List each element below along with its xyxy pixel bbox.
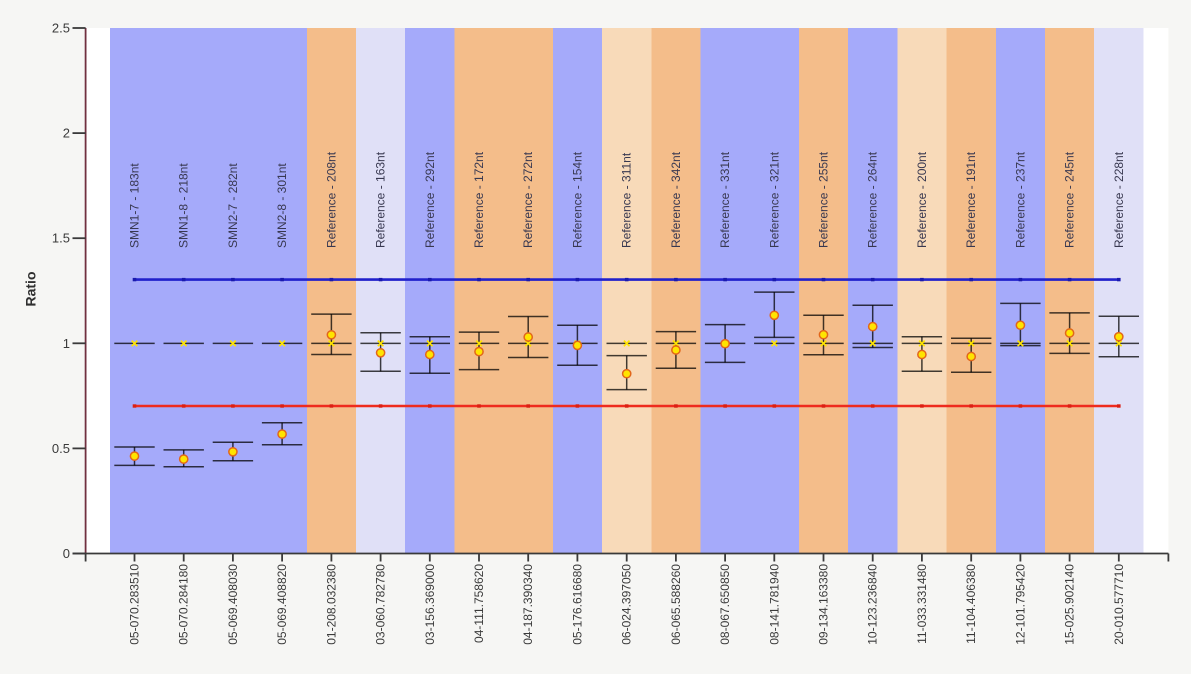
svg-text:1: 1 bbox=[63, 336, 70, 351]
svg-text:Reference - 264nt: Reference - 264nt bbox=[866, 151, 880, 248]
svg-text:04-187.390340: 04-187.390340 bbox=[521, 564, 535, 645]
svg-text:20-010.577710: 20-010.577710 bbox=[1112, 564, 1126, 645]
svg-text:Reference - 255nt: Reference - 255nt bbox=[817, 151, 831, 248]
svg-text:1.5: 1.5 bbox=[52, 231, 70, 246]
svg-text:05-069.408820: 05-069.408820 bbox=[275, 564, 289, 645]
svg-text:06-024.397050: 06-024.397050 bbox=[620, 564, 634, 645]
svg-text:09-134.163380: 09-134.163380 bbox=[817, 564, 831, 645]
svg-text:2: 2 bbox=[63, 126, 70, 141]
svg-text:03-060.782780: 03-060.782780 bbox=[374, 564, 388, 645]
svg-text:0.5: 0.5 bbox=[52, 441, 70, 456]
svg-text:SMN2-8 - 301nt: SMN2-8 - 301nt bbox=[275, 163, 289, 248]
svg-text:05-069.408030: 05-069.408030 bbox=[226, 564, 240, 645]
svg-text:Reference - 228nt: Reference - 228nt bbox=[1112, 151, 1126, 248]
svg-text:10-123.236840: 10-123.236840 bbox=[866, 564, 880, 645]
svg-text:2.5: 2.5 bbox=[52, 21, 70, 36]
svg-text:11-033.331480: 11-033.331480 bbox=[915, 564, 929, 644]
svg-text:Reference - 292nt: Reference - 292nt bbox=[423, 151, 437, 248]
svg-text:SMN1-8 - 218nt: SMN1-8 - 218nt bbox=[177, 163, 191, 248]
svg-text:Reference - 311nt: Reference - 311nt bbox=[620, 152, 634, 248]
svg-text:05-176.616680: 05-176.616680 bbox=[570, 564, 584, 645]
svg-text:Reference - 172nt: Reference - 172nt bbox=[472, 151, 486, 248]
svg-text:0: 0 bbox=[63, 546, 70, 561]
svg-text:SMN2-7 - 282nt: SMN2-7 - 282nt bbox=[226, 163, 240, 248]
svg-text:Ratio: Ratio bbox=[23, 272, 39, 307]
svg-text:Reference - 321nt: Reference - 321nt bbox=[767, 151, 781, 248]
svg-text:03-156.369000: 03-156.369000 bbox=[423, 564, 437, 645]
svg-text:SMN1-7 - 183nt: SMN1-7 - 183nt bbox=[128, 163, 142, 248]
svg-text:Reference - 208nt: Reference - 208nt bbox=[324, 151, 338, 248]
svg-text:01-208.032380: 01-208.032380 bbox=[324, 564, 338, 645]
svg-text:Reference - 342nt: Reference - 342nt bbox=[669, 151, 683, 248]
svg-text:11-104.406380: 11-104.406380 bbox=[964, 564, 978, 644]
svg-text:08-067.650850: 08-067.650850 bbox=[718, 564, 732, 645]
svg-text:Reference - 163nt: Reference - 163nt bbox=[374, 151, 388, 248]
svg-text:15-025.902140: 15-025.902140 bbox=[1063, 564, 1077, 645]
svg-text:Reference - 154nt: Reference - 154nt bbox=[570, 151, 584, 248]
svg-text:Reference - 245nt: Reference - 245nt bbox=[1063, 151, 1077, 248]
svg-text:04-111.758620: 04-111.758620 bbox=[472, 564, 486, 643]
svg-text:08-141.781940: 08-141.781940 bbox=[767, 564, 781, 645]
svg-text:Reference - 191nt: Reference - 191nt bbox=[964, 151, 978, 248]
svg-text:Reference - 237nt: Reference - 237nt bbox=[1013, 151, 1027, 248]
svg-text:05-070.283510: 05-070.283510 bbox=[128, 564, 142, 645]
svg-text:Reference - 331nt: Reference - 331nt bbox=[718, 151, 732, 248]
svg-text:06-065.588260: 06-065.588260 bbox=[669, 564, 683, 645]
svg-text:12-101.795420: 12-101.795420 bbox=[1013, 564, 1027, 645]
svg-text:05-070.284180: 05-070.284180 bbox=[177, 564, 191, 645]
svg-text:Reference - 200nt: Reference - 200nt bbox=[915, 151, 929, 248]
svg-text:Reference - 272nt: Reference - 272nt bbox=[521, 151, 535, 248]
